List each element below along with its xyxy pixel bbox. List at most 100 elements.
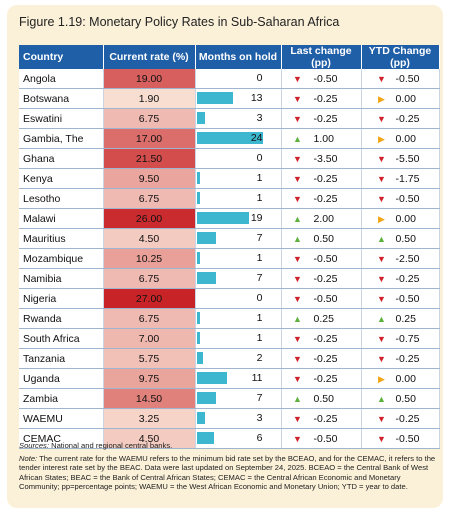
months-on-hold-cell: 7 xyxy=(195,228,282,249)
last-change-cell: ▲ 0.25 xyxy=(281,308,362,329)
ytd-change-cell: ▲ 0.50 xyxy=(361,388,440,409)
triangle-down-icon: ▼ xyxy=(377,113,386,124)
triangle-down-icon: ▼ xyxy=(377,353,386,364)
note-paragraph: Note: The current rate for the WAEMU ref… xyxy=(19,454,439,492)
months-bar xyxy=(196,172,200,184)
triangle-down-icon: ▼ xyxy=(293,193,302,204)
last-change-value: 0.50 xyxy=(313,232,334,245)
triangle-down-icon: ▼ xyxy=(293,253,302,264)
months-bar xyxy=(196,212,249,224)
triangle-down-icon: ▼ xyxy=(293,273,302,284)
last-change-cell: ▼ -0.50 xyxy=(281,248,362,269)
triangle-down-icon: ▼ xyxy=(293,353,302,364)
months-value: 1 xyxy=(256,252,263,264)
current-rate-cell: 6.75 xyxy=(103,308,196,329)
ytd-change-value: -0.25 xyxy=(395,352,420,365)
table-row: Gambia, The 17.00 24 ▲ 1.00 ▶ 0.00 xyxy=(19,128,440,149)
months-on-hold-cell: 1 xyxy=(195,168,282,189)
last-change-cell: ▼ -0.25 xyxy=(281,268,362,289)
triangle-up-icon: ▲ xyxy=(377,233,386,244)
current-rate-cell: 1.90 xyxy=(103,88,196,109)
triangle-down-icon: ▼ xyxy=(377,173,386,184)
months-bar xyxy=(196,272,216,284)
last-change-value: -0.50 xyxy=(313,432,338,445)
last-change-value: -0.50 xyxy=(313,252,338,265)
country-cell: Angola xyxy=(19,69,104,89)
current-rate-cell: 4.50 xyxy=(103,428,196,449)
triangle-up-icon: ▲ xyxy=(293,313,302,324)
last-change-value: -0.25 xyxy=(313,332,338,345)
months-on-hold-cell: 3 xyxy=(195,408,282,429)
ytd-change-cell: ▼ -0.25 xyxy=(361,348,440,369)
table-row: Uganda 9.75 11 ▼ -0.25 ▶ 0.00 xyxy=(19,368,440,389)
ytd-change-cell: ▶ 0.00 xyxy=(361,208,440,229)
triangle-down-icon: ▼ xyxy=(293,93,302,104)
months-on-hold-cell: 0 xyxy=(195,288,282,309)
last-change-value: -0.50 xyxy=(313,292,338,305)
ytd-change-value: -5.50 xyxy=(395,152,420,165)
months-value: 11 xyxy=(251,372,263,384)
country-cell: Botswana xyxy=(19,88,104,109)
last-change-cell: ▲ 0.50 xyxy=(281,228,362,249)
ytd-change-value: -0.75 xyxy=(395,332,420,345)
policy-rates-table: Country Current rate (%) Months on hold … xyxy=(19,45,440,449)
months-bar xyxy=(196,332,200,344)
triangle-right-icon: ▶ xyxy=(378,373,385,384)
last-change-value: -0.25 xyxy=(313,172,338,185)
last-change-value: -0.25 xyxy=(313,412,338,425)
country-cell: Nigeria xyxy=(19,288,104,309)
ytd-change-value: 0.25 xyxy=(395,312,416,325)
table-row: Namibia 6.75 7 ▼ -0.25 ▼ -0.25 xyxy=(19,268,440,289)
current-rate-cell: 6.75 xyxy=(103,188,196,209)
months-value: 6 xyxy=(256,432,263,444)
months-bar xyxy=(196,412,205,424)
country-cell: Kenya xyxy=(19,168,104,189)
ytd-change-cell: ▼ -5.50 xyxy=(361,148,440,169)
months-bar xyxy=(196,92,233,104)
last-change-cell: ▲ 0.50 xyxy=(281,388,362,409)
last-change-value: 0.25 xyxy=(313,312,334,325)
country-cell: CEMAC xyxy=(19,428,104,449)
ytd-change-cell: ▼ -2.50 xyxy=(361,248,440,269)
table-header-row: Country Current rate (%) Months on hold … xyxy=(19,45,440,69)
months-bar xyxy=(196,312,200,324)
months-on-hold-cell: 11 xyxy=(195,368,282,389)
months-bar xyxy=(196,252,200,264)
table-row: Mozambique 10.25 1 ▼ -0.50 ▼ -2.50 xyxy=(19,248,440,269)
months-on-hold-cell: 1 xyxy=(195,188,282,209)
current-rate-cell: 3.25 xyxy=(103,408,196,429)
last-change-value: -3.50 xyxy=(313,152,338,165)
last-change-cell: ▼ -0.50 xyxy=(281,288,362,309)
current-rate-cell: 19.00 xyxy=(103,69,196,89)
months-value: 0 xyxy=(256,152,263,164)
ytd-change-cell: ▼ -0.50 xyxy=(361,428,440,449)
last-change-cell: ▲ 1.00 xyxy=(281,128,362,149)
ytd-change-value: -1.75 xyxy=(395,172,420,185)
current-rate-cell: 26.00 xyxy=(103,208,196,229)
table-row: Eswatini 6.75 3 ▼ -0.25 ▼ -0.25 xyxy=(19,108,440,129)
sources-label: Sources: xyxy=(19,441,49,450)
months-bar xyxy=(196,392,216,404)
table-row: Lesotho 6.75 1 ▼ -0.25 ▼ -0.50 xyxy=(19,188,440,209)
months-on-hold-cell: 7 xyxy=(195,268,282,289)
last-change-value: -0.25 xyxy=(313,192,338,205)
ytd-change-cell: ▼ -0.50 xyxy=(361,188,440,209)
last-change-cell: ▼ -3.50 xyxy=(281,148,362,169)
ytd-change-cell: ▼ -0.75 xyxy=(361,328,440,349)
last-change-value: -0.25 xyxy=(313,272,338,285)
sources-line: Sources: National and regional central b… xyxy=(19,441,172,450)
table-row: Malawi 26.00 19 ▲ 2.00 ▶ 0.00 xyxy=(19,208,440,229)
last-change-cell: ▼ -0.25 xyxy=(281,168,362,189)
table-row: WAEMU 3.25 3 ▼ -0.25 ▼ -0.25 xyxy=(19,408,440,429)
ytd-change-value: 0.00 xyxy=(395,212,416,225)
months-value: 13 xyxy=(250,92,263,104)
triangle-down-icon: ▼ xyxy=(377,433,386,444)
triangle-up-icon: ▲ xyxy=(293,393,302,404)
last-change-cell: ▼ -0.25 xyxy=(281,108,362,129)
current-rate-cell: 21.50 xyxy=(103,148,196,169)
ytd-change-value: 0.00 xyxy=(395,372,416,385)
months-on-hold-cell: 0 xyxy=(195,69,282,89)
triangle-up-icon: ▲ xyxy=(293,133,302,144)
last-change-cell: ▼ -0.50 xyxy=(281,428,362,449)
ytd-change-value: 0.00 xyxy=(395,92,416,105)
